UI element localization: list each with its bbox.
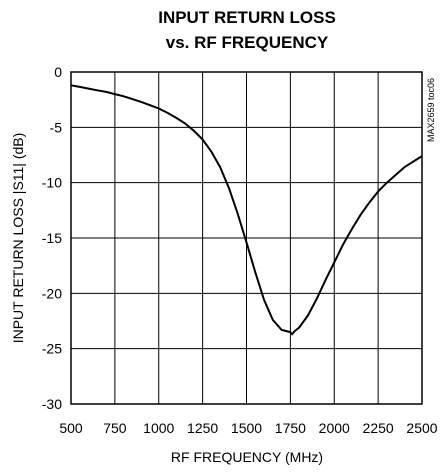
chart-id-label: MAX2659 toc06 bbox=[426, 78, 436, 142]
chart-title-line1: INPUT RETURN LOSS bbox=[158, 8, 336, 27]
x-tick-label: 750 bbox=[103, 420, 127, 436]
x-tick-label: 2250 bbox=[363, 420, 394, 436]
x-tick-label: 2500 bbox=[406, 420, 437, 436]
y-tick-label: -10 bbox=[42, 175, 62, 191]
chart-title-line2: vs. RF FREQUENCY bbox=[166, 33, 329, 52]
series-line bbox=[70, 84, 423, 336]
y-tick-label: -20 bbox=[42, 285, 62, 301]
x-tick-label: 2000 bbox=[319, 420, 350, 436]
y-tick-label: -30 bbox=[42, 396, 62, 412]
plot-frame bbox=[70, 71, 423, 405]
x-tick-label: 1500 bbox=[231, 420, 262, 436]
x-tick-label: 1750 bbox=[275, 420, 306, 436]
x-tick-label: 500 bbox=[59, 420, 83, 436]
y-tick-label: -25 bbox=[42, 341, 62, 357]
y-tick-label: 0 bbox=[54, 64, 62, 80]
grid bbox=[71, 72, 422, 404]
tick-labels: 500 750 1000 1250 1500 1750 2000 2250 2500 0 -5 -10… bbox=[42, 64, 438, 436]
y-axis-label: INPUT RETURN LOSS |S11| (dB) bbox=[10, 133, 26, 344]
x-tick-label: 1250 bbox=[187, 420, 218, 436]
x-tick-label: 1000 bbox=[143, 420, 174, 436]
y-tick-label: -15 bbox=[42, 230, 62, 246]
x-axis-label: RF FREQUENCY (MHz) bbox=[171, 449, 323, 465]
y-tick-label: -5 bbox=[50, 119, 63, 135]
